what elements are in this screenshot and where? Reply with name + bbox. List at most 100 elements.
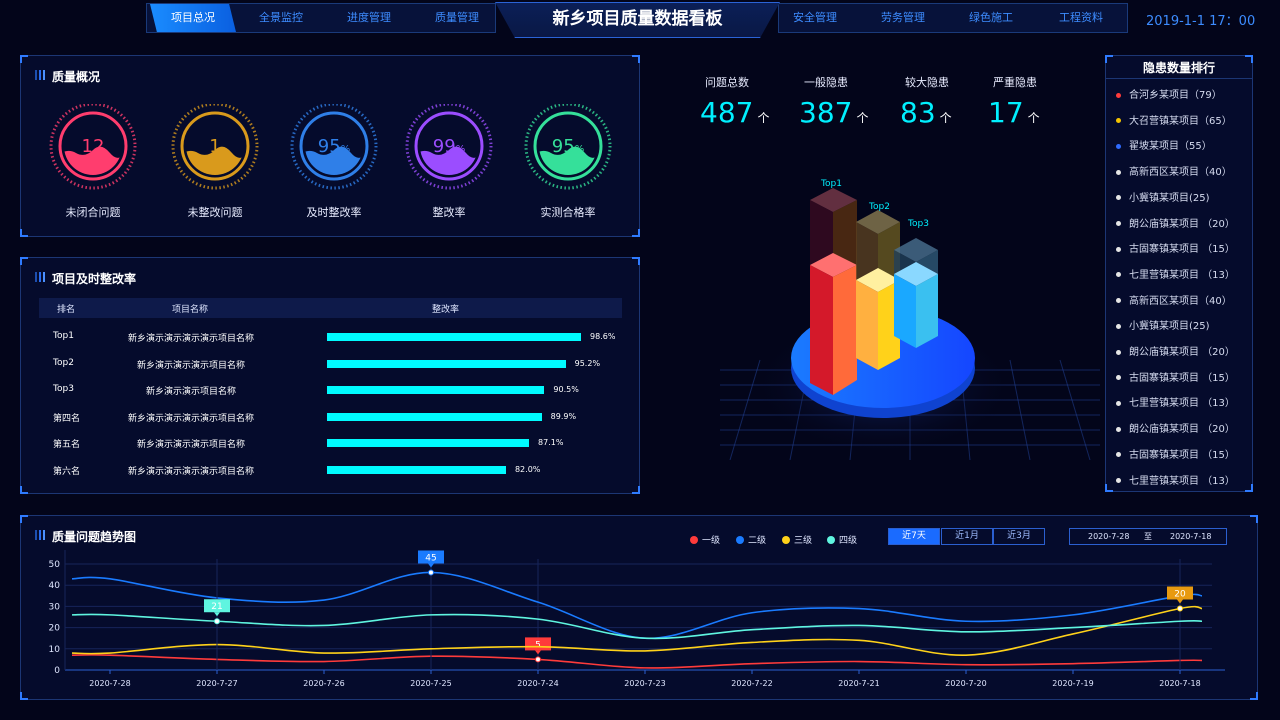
ranking-item[interactable]: 小冀镇某项目(25) [1116,317,1210,332]
rate-label: 95.2% [574,358,601,368]
ranking-item[interactable]: 小冀镇某项目(25) [1116,189,1210,204]
gauge-label: 未整改问题 [187,206,243,219]
range-1month-button[interactable]: 近1月 [941,528,993,545]
tab-panorama[interactable]: 全景监控 [259,11,303,24]
legend-item[interactable]: 四级 [827,533,857,546]
gauge-unit: % [340,144,351,155]
legend-item[interactable]: 一级 [690,533,720,546]
corner-decoration [1105,484,1113,492]
gauge-number: 12 [81,136,105,157]
tab-green[interactable]: 绿色施工 [969,11,1013,24]
podium-label-top1: Top1 [821,179,842,189]
ranking-item[interactable]: 翟坡某项目（55） [1116,137,1212,152]
gauge-label: 及时整改率 [306,206,362,219]
ranking-item[interactable]: 朗公庙镇某项目 （20） [1116,420,1235,435]
x-tick-label: 2020-7-24 [517,679,558,688]
stat-label: 问题总数 [705,76,749,89]
tab-project-overview[interactable]: 项目总况 [150,4,236,32]
legend-dot-icon [782,536,790,544]
ranking-title: 隐患数量排行 [1142,61,1215,75]
ranking-item[interactable]: 高新西区某项目（40） [1116,163,1232,178]
tab-labor[interactable]: 劳务管理 [881,11,925,24]
ranking-item[interactable]: 高新西区某项目（40） [1116,292,1232,307]
ranking-item[interactable]: 朗公庙镇某项目 （20） [1116,215,1235,230]
stat-label: 一般隐患 [804,76,848,89]
marker-badge [204,599,230,613]
stat-card: 严重隐患 17 个 [988,74,1078,129]
gauge: 12 未闭合问题 [43,102,143,219]
gauge-unit: % [455,144,466,155]
gauge-value: 99% [399,136,499,157]
bullet-dot-icon [1116,323,1121,329]
marker-pointer-icon [214,612,220,617]
date-range-picker[interactable]: 2020-7-28 至 2020-7-18 [1069,528,1227,545]
corner-decoration [632,257,640,265]
bullet-dot-icon [1116,400,1121,406]
tab-safety[interactable]: 安全管理 [793,11,837,24]
ranking-text: 高新西区某项目（40） [1129,295,1232,307]
bullet-dot-icon [1116,92,1121,98]
gauge-number: 99 [432,136,456,157]
tab-documents[interactable]: 工程资料 [1059,11,1103,24]
ranking-text: 古固寨镇某项目 （15） [1129,372,1235,384]
tab-quality[interactable]: 质量管理 [435,11,479,24]
nav-bar-right [778,3,1128,33]
marker-label: 20 [1174,590,1186,600]
gauge-value: 95% [284,136,384,157]
legend-dot-icon [690,536,698,544]
wave-gauge-icon [49,102,137,190]
x-tick-label: 2020-7-28 [89,679,130,688]
ranking-item[interactable]: 朗公庙镇某项目 （20） [1116,343,1235,358]
ranking-item[interactable]: 古固寨镇某项目 （15） [1116,446,1235,461]
table-row: 第五名 新乡演示演示演示项目名称 87.1% [39,433,639,453]
marker-label: 45 [425,553,436,563]
stat-card: 一般隐患 387 个 [799,74,889,129]
rate-bar [327,386,545,395]
bullet-dot-icon [1116,195,1121,201]
ranking-item[interactable]: 合河乡某项目（79） [1116,86,1222,101]
range-3month-button[interactable]: 近3月 [993,528,1045,545]
marker-pointer-icon [1177,599,1183,604]
gauge-value: 1 [165,136,265,157]
legend-item[interactable]: 三级 [782,533,812,546]
hazard-ranking-panel: 隐患数量排行 合河乡某项目（79） 大召营镇某项目（65） 翟坡某项目（55） 高新西… [1105,55,1253,492]
stat-value: 17 个 [988,96,1078,129]
stat-number: 17 [988,96,1024,129]
x-tick-label: 2020-7-26 [303,679,344,688]
stat-number: 387 [799,96,853,129]
row-rank: Top3 [53,384,74,395]
bullet-dot-icon [1116,452,1121,458]
ranking-item[interactable]: 古固寨镇某项目 （15） [1116,369,1235,384]
legend-label: 二级 [748,536,767,546]
rate-bar [327,333,581,341]
x-tick-label: 2020-7-21 [838,679,879,688]
ranking-item[interactable]: 七里营镇某项目 （13） [1116,266,1235,281]
ranking-text: 七里营镇某项目 （13） [1129,269,1235,281]
stat-value: 487 个 [700,96,790,129]
wave-gauge-icon [171,102,259,190]
stat-card: 较大隐患 83 个 [900,74,990,129]
range-7days-button[interactable]: 近7天 [888,528,940,545]
x-tick-label: 2020-7-22 [731,679,772,688]
legend-item[interactable]: 二级 [736,533,766,546]
corner-decoration [1245,55,1253,63]
marker-badge [418,550,444,564]
y-tick-label: 50 [49,560,61,570]
bullet-dot-icon [1116,118,1121,124]
series-line-1 [71,571,1203,640]
corner-decoration [1245,484,1253,492]
ranking-item[interactable]: 七里营镇某项目 （13） [1116,472,1235,487]
y-tick-label: 0 [54,666,60,676]
rectify-rate-panel: 项目及时整改率 排名 项目名称 整改率 Top1 新乡演示演示演示演示项目名称 98… [20,257,640,494]
corner-decoration [20,257,28,265]
series-line-3 [71,613,1203,640]
data-point [1177,605,1183,612]
marker-label: 21 [211,602,222,612]
panel-title: 质量概况 [35,68,100,85]
tab-progress[interactable]: 进度管理 [347,11,391,24]
trend-line-chart: 0 10 20 30 40 50 2020-7-28 2020-7-27 2020-7-26 20… [49,550,1225,688]
bar-top2-icon [856,210,900,370]
ranking-item[interactable]: 七里营镇某项目 （13） [1116,394,1235,409]
ranking-item[interactable]: 大召营镇某项目（65） [1116,112,1232,127]
ranking-item[interactable]: 古固寨镇某项目 （15） [1116,240,1235,255]
